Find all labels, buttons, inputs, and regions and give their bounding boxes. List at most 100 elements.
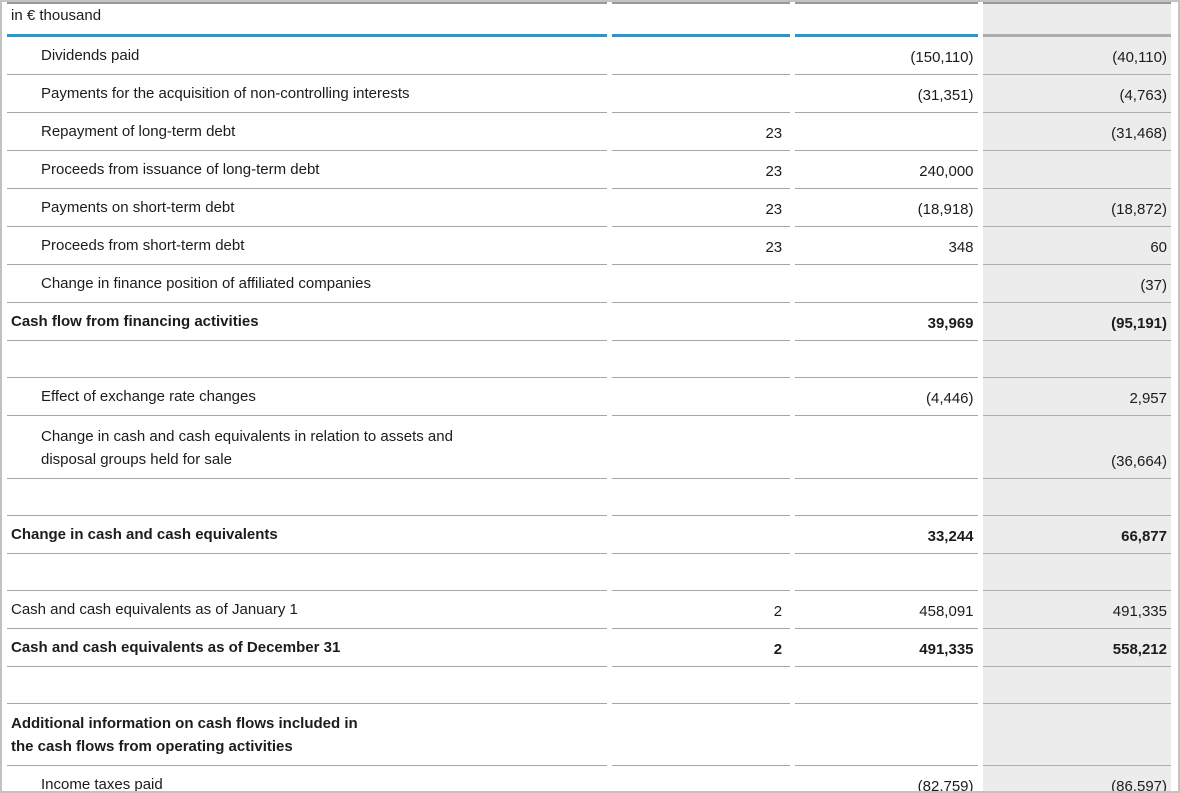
row-value-previous-year: (95,191) [982,303,1171,341]
row-label: Proceeds from issuance of long-term debt [7,151,607,189]
spacer-row [7,341,1171,378]
spacer-row [7,554,1171,591]
row-note: 23 [611,227,791,265]
row-value-previous-year: 66,877 [982,516,1171,554]
header-current-column [795,2,978,37]
row-value-previous-year: 60 [982,227,1171,265]
row-label: Change in finance position of affiliated… [7,265,607,303]
table-row: Payments for the acquisition of non-cont… [7,75,1171,113]
row-label [7,479,607,516]
row-value-current-year [795,113,978,151]
row-value-current-year: 240,000 [795,151,978,189]
row-note [611,37,791,75]
row-value-previous-year [982,667,1171,704]
row-label: Income taxes paid [7,766,607,791]
row-note [611,303,791,341]
row-value-current-year: (18,918) [795,189,978,227]
table-row: Proceeds from issuance of long-term debt… [7,151,1171,189]
row-label: Additional information on cash flows inc… [7,704,607,766]
table-row: Repayment of long-term debt 23 (31,468) [7,113,1171,151]
row-note [611,341,791,378]
row-note [611,516,791,554]
row-value-current-year [795,667,978,704]
row-value-previous-year [982,704,1171,766]
row-value-previous-year: (36,664) [982,416,1171,479]
row-label: Payments for the acquisition of non-cont… [7,75,607,113]
row-note: 2 [611,591,791,629]
table-row: Proceeds from short-term debt 23 348 60 [7,227,1171,265]
row-value-previous-year [982,479,1171,516]
row-label [7,341,607,378]
spacer-row [7,479,1171,516]
table-header-row: in € thousand [7,2,1171,37]
row-value-current-year: (150,110) [795,37,978,75]
row-note [611,554,791,591]
row-value-previous-year: (37) [982,265,1171,303]
table-row: Cash flow from financing activities 39,96… [7,303,1171,341]
row-value-current-year [795,479,978,516]
row-note [611,667,791,704]
row-value-previous-year: (18,872) [982,189,1171,227]
table-row: Change in finance position of affiliated… [7,265,1171,303]
row-label: Change in cash and cash equivalents [7,516,607,554]
row-note [611,479,791,516]
unit-label: in € thousand [7,2,607,37]
table-row: Cash and cash equivalents as of December… [7,629,1171,667]
row-value-previous-year: (4,763) [982,75,1171,113]
row-note [612,766,790,791]
row-value-current-year [795,554,978,591]
row-note [611,416,791,479]
row-label: Repayment of long-term debt [7,113,607,151]
table-row: Change in cash and cash equivalents 33,24… [7,516,1171,554]
row-value-current-year [795,704,978,766]
row-label [7,667,607,704]
row-value-previous-year [982,554,1171,591]
row-note [611,704,791,766]
row-value-current-year: 458,091 [795,591,978,629]
row-value-previous-year: 491,335 [982,591,1171,629]
row-label: Proceeds from short-term debt [7,227,607,265]
table-row: Payments on short-term debt 23 (18,918) (18… [7,189,1171,227]
row-label: Payments on short-term debt [7,189,607,227]
row-value-previous-year: 2,957 [982,378,1171,416]
row-note: 23 [611,189,791,227]
row-note [611,265,791,303]
table-row: Additional information on cash flows inc… [7,704,1171,766]
header-note-column [611,2,791,37]
row-note [611,378,791,416]
row-note: 23 [611,113,791,151]
row-value-previous-year: (31,468) [982,113,1171,151]
row-note: 23 [611,151,791,189]
table-row: Cash and cash equivalents as of January … [7,591,1171,629]
row-value-previous-year: (86,597) [982,766,1171,791]
row-value-current-year: 33,244 [795,516,978,554]
row-value-current-year: 348 [795,227,978,265]
row-value-current-year [795,265,978,303]
table-row: Change in cash and cash equivalents in r… [7,416,1171,479]
row-value-previous-year [982,151,1171,189]
row-value-current-year: 491,335 [795,629,978,667]
row-label [7,554,607,591]
row-value-current-year [795,341,978,378]
row-value-current-year: 39,969 [795,303,978,341]
row-label: Cash and cash equivalents as of January … [7,591,607,629]
header-previous-column [982,2,1171,37]
row-label: Change in cash and cash equivalents in r… [7,416,607,479]
row-label: Cash flow from financing activities [7,303,607,341]
row-label: Cash and cash equivalents as of December… [7,629,607,667]
row-label: Effect of exchange rate changes [7,378,607,416]
row-value-current-year [795,416,978,479]
row-value-current-year: (31,351) [795,75,978,113]
row-value-current-year: (82,759) [795,766,977,791]
row-value-previous-year [982,341,1171,378]
row-value-current-year: (4,446) [795,378,978,416]
table-row: Income taxes paid (82,759) (86,597) [7,766,1171,791]
table-row: Effect of exchange rate changes (4,446) 2,… [7,378,1171,416]
row-value-previous-year: 558,212 [982,629,1171,667]
spacer-row [7,667,1171,704]
row-note [611,75,791,113]
row-note: 2 [611,629,791,667]
row-value-previous-year: (40,110) [982,37,1171,75]
